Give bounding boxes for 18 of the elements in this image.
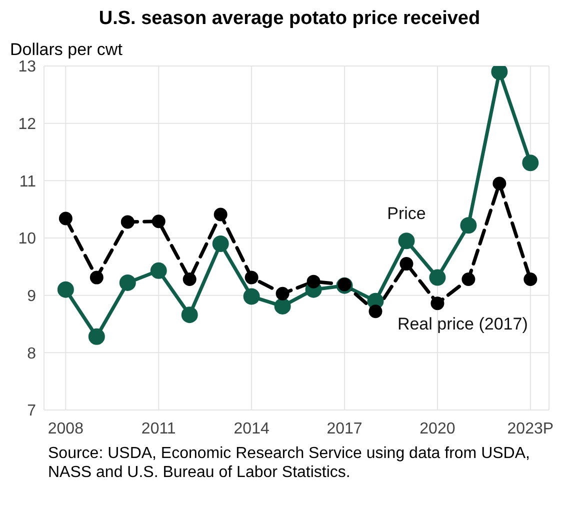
y-tick-label: 13 [18, 58, 36, 76]
x-tick-label: 2023P [507, 420, 554, 438]
y-tick-label: 7 [27, 402, 36, 420]
x-tick-label: 2014 [234, 420, 270, 438]
y-axis-title: Dollars per cwt [10, 40, 124, 60]
y-tick-label: 11 [19, 173, 36, 190]
y-tick-label: 8 [27, 345, 36, 362]
y-tick-label: 10 [18, 230, 36, 248]
y-tick-label: 12 [18, 116, 36, 134]
y-tick-label: 9 [27, 288, 36, 306]
x-tick-label: 2017 [326, 420, 362, 438]
source-note: Source: USDA, Economic Research Service using data from USDA, NASS and U.S. Bureau of Labor Statistics. [48, 444, 531, 482]
x-tick-label: 2020 [420, 420, 456, 438]
chart-title: U.S. season average potato price received [98, 8, 482, 30]
x-tick-label: 2008 [48, 420, 84, 438]
series-label: Real price (2017) [397, 314, 528, 334]
series-label: Price [387, 204, 426, 223]
x-tick-label: 2011 [141, 420, 176, 438]
